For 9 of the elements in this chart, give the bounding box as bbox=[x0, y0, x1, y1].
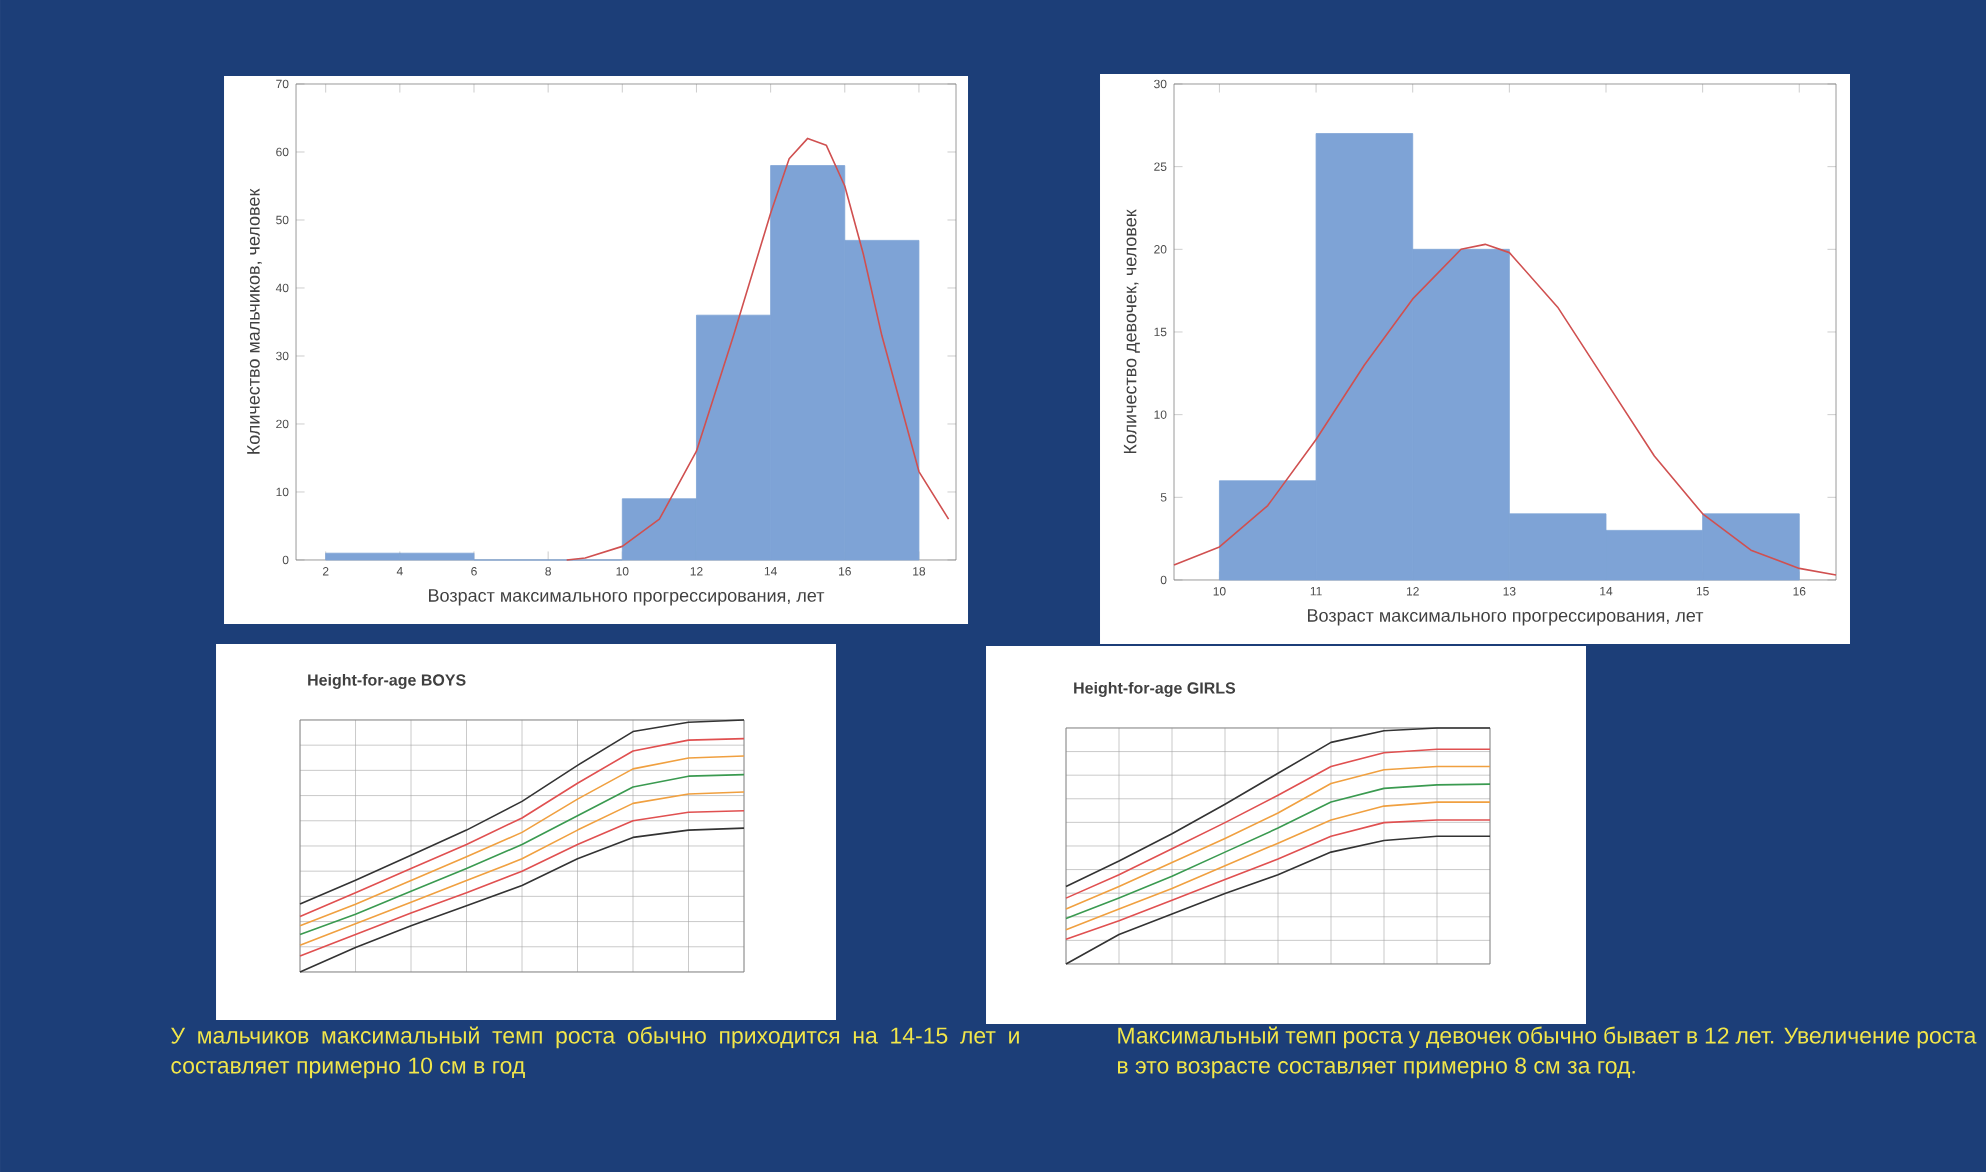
text: Максимальный темп роста у девочек обычно бывает в 12 лет. Увеличение роста в это возрасте составляет примерно 8 см за год. bbox=[1118, 1026, 1977, 1079]
y-axis-title: Количество девочек, человек bbox=[1123, 209, 1140, 454]
line-series bbox=[1173, 243, 1837, 576]
text: У мальчиков максимальный темп роста обычно приходится на 14-15 лет и составляет примерно 10 см в год bbox=[171, 1026, 1019, 1079]
x-axis-title: Возраст максимального прогрессирования, лет bbox=[429, 589, 825, 606]
x-axis-title: Возраст максимального прогрессирования, лет bbox=[1308, 609, 1704, 626]
y-axis-title: Количество мальчиков, человек bbox=[247, 188, 262, 454]
chart-title: Height-for-age GIRLS bbox=[1074, 681, 1236, 697]
chart-title: Height-for-age BOYS bbox=[308, 673, 466, 689]
